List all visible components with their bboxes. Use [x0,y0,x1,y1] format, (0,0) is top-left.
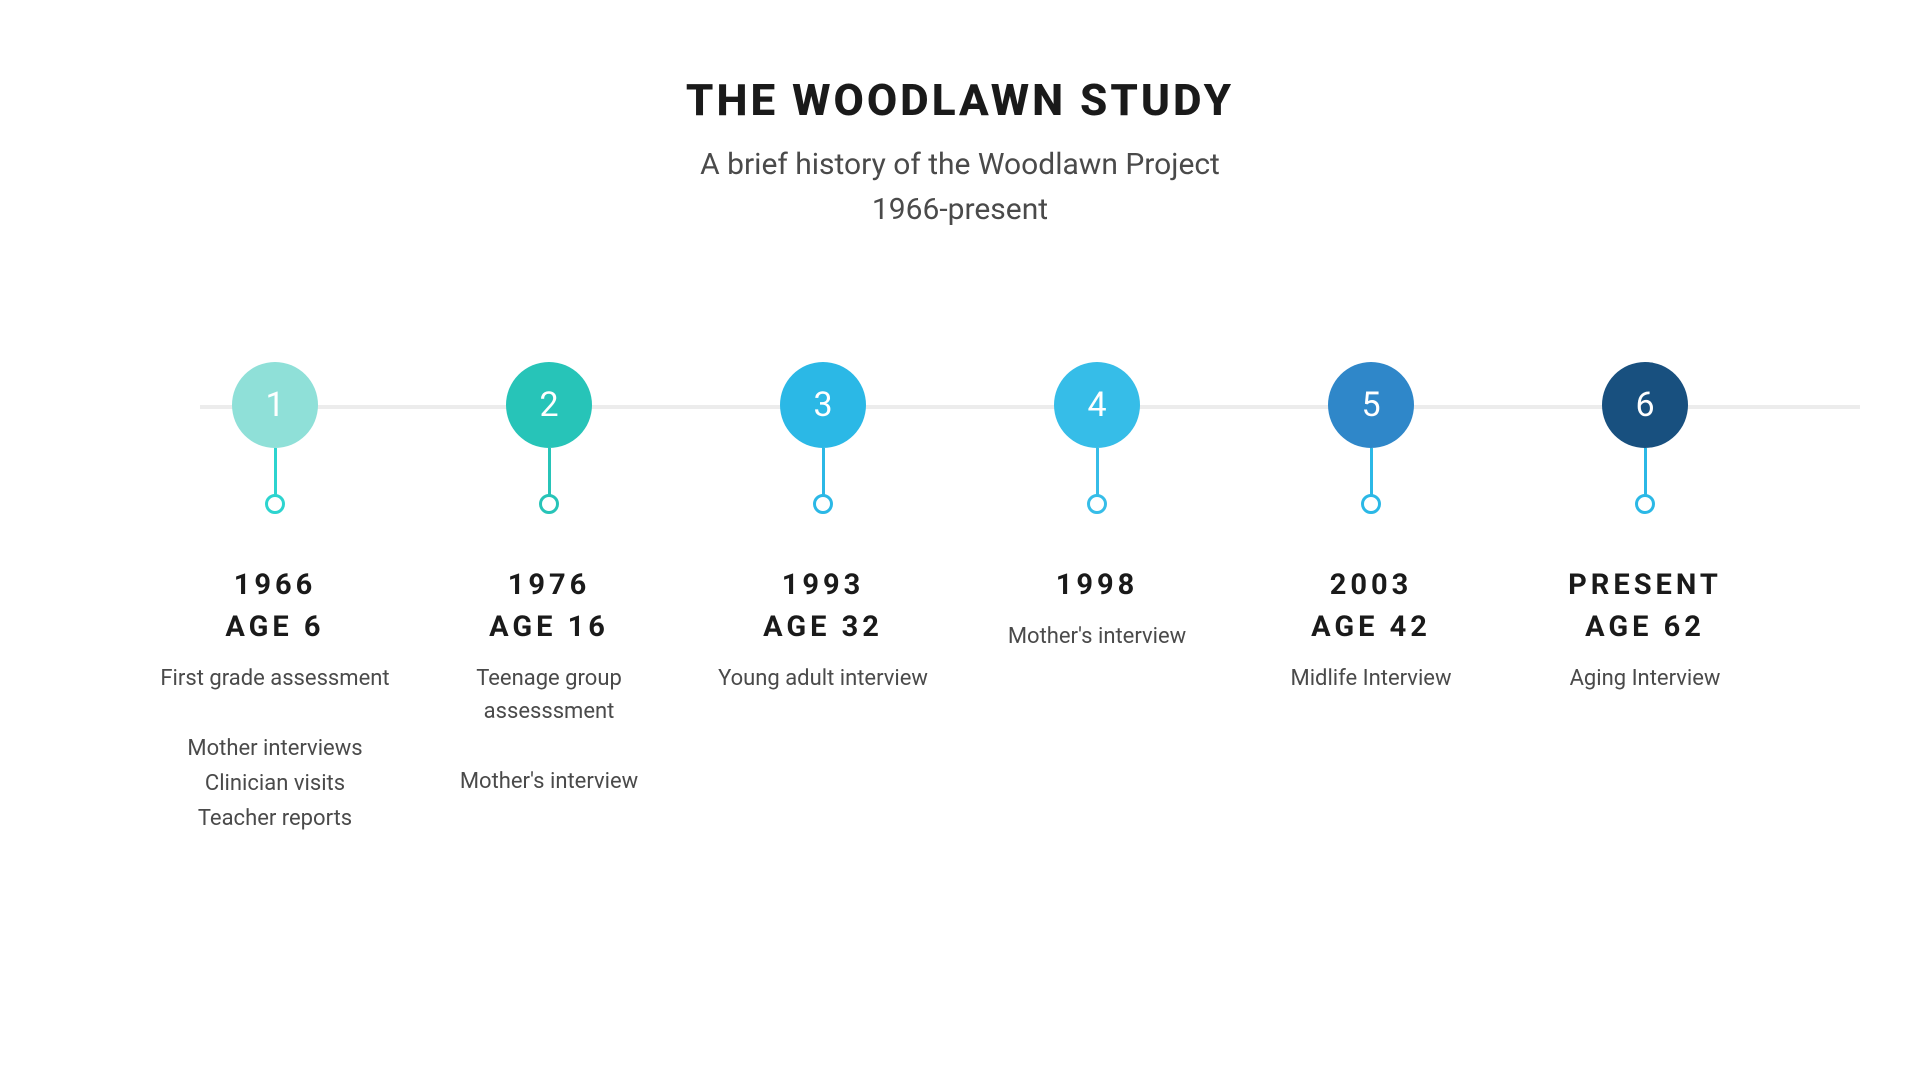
timeline-node: 3 1993 AGE 32 Young adult interview [708,362,938,837]
node-desc-primary: Aging Interview [1570,662,1721,695]
node-year: 1976 [508,568,591,602]
header: THE WOODLAWN STUDY A brief history of th… [0,0,1920,232]
node-ring-icon [1361,494,1381,514]
node-ring-icon [265,494,285,514]
node-desc-secondary: Mother's interview [460,764,638,799]
node-ring-icon [813,494,833,514]
node-age: AGE 32 [763,610,883,644]
node-year: 1993 [782,568,865,602]
node-year: 2003 [1330,568,1413,602]
timeline-node: 2 1976 AGE 16 Teenage group assesssment Moth… [434,362,664,837]
timeline-node: 4 1998 Mother's interview [982,362,1212,837]
node-year: 1966 [234,568,317,602]
node-circle: 4 [1054,362,1140,448]
node-ring-icon [1635,494,1655,514]
node-connector [1096,448,1099,496]
node-circle: 1 [232,362,318,448]
node-year: PRESENT [1568,568,1722,602]
page-title: THE WOODLAWN STUDY [0,74,1920,126]
node-year: 1998 [1056,568,1139,602]
node-ring-icon [539,494,559,514]
node-connector [548,448,551,496]
timeline-nodes: 1 1966 AGE 6 First grade assessment Mother i… [160,362,1760,837]
node-circle: 3 [780,362,866,448]
timeline-node: 1 1966 AGE 6 First grade assessment Mother i… [160,362,390,837]
node-desc-primary: Midlife Interview [1290,662,1451,695]
node-age: AGE 62 [1585,610,1705,644]
timeline: 1 1966 AGE 6 First grade assessment Mother i… [0,362,1920,837]
node-desc-primary: Teenage group assesssment [434,662,664,728]
node-connector [1644,448,1647,496]
timeline-node: 5 2003 AGE 42 Midlife Interview [1256,362,1486,837]
node-desc-secondary: Mother interviewsClinician visitsTeacher… [187,731,362,837]
node-circle: 2 [506,362,592,448]
subtitle-line-2: 1966-present [872,192,1048,227]
node-connector [274,448,277,496]
timeline-node: 6 PRESENT AGE 62 Aging Interview [1530,362,1760,837]
node-connector [1370,448,1373,496]
node-desc-primary: Young adult interview [718,662,928,695]
subtitle-line-1: A brief history of the Woodlawn Project [700,147,1220,182]
node-age: AGE 16 [489,610,609,644]
node-connector [822,448,825,496]
node-age: AGE 42 [1311,610,1431,644]
node-desc-primary: First grade assessment [160,662,389,695]
node-circle: 6 [1602,362,1688,448]
node-age: AGE 6 [225,610,324,644]
node-circle: 5 [1328,362,1414,448]
node-desc-primary: Mother's interview [1008,620,1186,653]
page-subtitle: A brief history of the Woodlawn Project … [0,142,1920,232]
node-ring-icon [1087,494,1107,514]
